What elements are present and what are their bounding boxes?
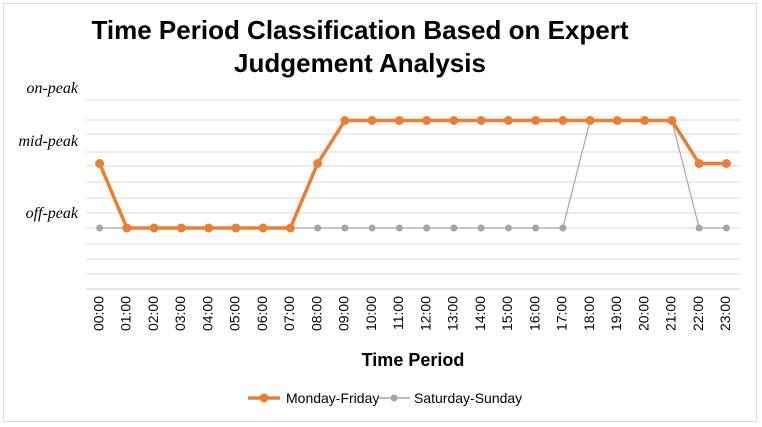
data-point bbox=[231, 223, 241, 233]
data-point bbox=[503, 116, 513, 125]
x-axis-title: Time Period bbox=[362, 350, 465, 370]
x-tick-label: 19:00 bbox=[608, 296, 624, 331]
data-point bbox=[423, 224, 431, 232]
data-point bbox=[313, 159, 323, 168]
y-level-label: on-peak bbox=[26, 80, 78, 97]
data-point bbox=[95, 159, 105, 168]
data-point bbox=[368, 224, 376, 232]
legend-swatch-marker bbox=[259, 393, 269, 403]
data-point bbox=[667, 116, 677, 125]
data-point bbox=[122, 223, 132, 233]
x-tick-label: 10:00 bbox=[363, 296, 379, 331]
data-point bbox=[96, 224, 104, 232]
x-tick-label: 01:00 bbox=[118, 296, 134, 331]
legend: Monday-Friday Saturday-Sunday bbox=[248, 390, 522, 406]
data-point bbox=[395, 224, 403, 232]
x-tick-label: 21:00 bbox=[663, 296, 679, 331]
y-level-label: off-peak bbox=[26, 205, 79, 222]
series-group bbox=[95, 116, 731, 233]
data-point bbox=[204, 223, 214, 233]
data-point bbox=[504, 224, 512, 232]
data-point bbox=[477, 224, 485, 232]
x-tick-label: 11:00 bbox=[390, 296, 406, 330]
series-monday-friday bbox=[95, 116, 731, 233]
x-tick-label: 12:00 bbox=[417, 296, 433, 331]
x-tick-label: 06:00 bbox=[254, 296, 270, 331]
y-axis-labels: off-peak mid-peak on-peak bbox=[18, 80, 78, 222]
x-tick-label: 13:00 bbox=[445, 296, 461, 331]
legend-item: Saturday-Sunday bbox=[378, 390, 522, 406]
x-tick-label: 18:00 bbox=[581, 296, 597, 331]
x-tick-label: 03:00 bbox=[172, 296, 188, 331]
data-point bbox=[422, 116, 432, 125]
data-point bbox=[149, 223, 159, 233]
x-tick-label: 05:00 bbox=[227, 296, 243, 331]
data-point bbox=[694, 159, 704, 168]
x-tick-label: 23:00 bbox=[717, 296, 733, 331]
data-point bbox=[640, 116, 650, 125]
x-tick-label: 16:00 bbox=[526, 296, 542, 331]
x-tick-label: 00:00 bbox=[90, 296, 106, 331]
data-point bbox=[285, 223, 295, 233]
chart-title-line-2: Judgement Analysis bbox=[234, 48, 486, 78]
x-tick-label: 22:00 bbox=[690, 296, 706, 331]
data-point bbox=[722, 224, 730, 232]
data-point bbox=[394, 116, 404, 125]
x-tick-label: 04:00 bbox=[199, 296, 215, 331]
data-point bbox=[341, 224, 349, 232]
x-axis-tick-labels: 00:00 01:00 02:00 03:00 04:00 05:00 06:00 07:00… bbox=[90, 296, 733, 331]
data-point bbox=[531, 116, 541, 125]
x-tick-label: 20:00 bbox=[635, 296, 651, 331]
series-line bbox=[99, 119, 727, 229]
y-level-label: mid-peak bbox=[18, 133, 78, 150]
legend-label: Saturday-Sunday bbox=[414, 390, 522, 406]
data-point bbox=[532, 224, 540, 232]
data-point bbox=[559, 224, 567, 232]
data-point bbox=[558, 116, 568, 125]
gridlines bbox=[86, 99, 740, 290]
data-point bbox=[449, 116, 459, 125]
data-point bbox=[340, 116, 350, 125]
x-tick-label: 08:00 bbox=[308, 296, 324, 331]
data-point bbox=[612, 116, 622, 125]
x-tick-label: 15:00 bbox=[499, 296, 515, 331]
series-line bbox=[98, 118, 727, 230]
data-point bbox=[176, 223, 186, 233]
x-tick-label: 09:00 bbox=[336, 296, 352, 331]
chart-title: Time Period Classification Based on Expe… bbox=[40, 14, 680, 80]
data-point bbox=[367, 116, 377, 125]
x-tick-label: 14:00 bbox=[472, 296, 488, 331]
data-point bbox=[476, 116, 486, 125]
data-point bbox=[721, 159, 731, 168]
data-point bbox=[450, 224, 458, 232]
legend-item: Monday-Friday bbox=[248, 390, 379, 406]
x-tick-label: 07:00 bbox=[281, 296, 297, 331]
legend-label: Monday-Friday bbox=[286, 390, 379, 406]
x-tick-label: 17:00 bbox=[554, 296, 570, 331]
chart-title-line-1: Time Period Classification Based on Expe… bbox=[91, 15, 629, 45]
data-point bbox=[585, 116, 595, 125]
legend-swatch-marker bbox=[390, 394, 398, 402]
x-tick-label: 02:00 bbox=[145, 296, 161, 331]
data-point bbox=[258, 223, 268, 233]
data-point bbox=[314, 224, 322, 232]
data-point bbox=[695, 224, 703, 232]
